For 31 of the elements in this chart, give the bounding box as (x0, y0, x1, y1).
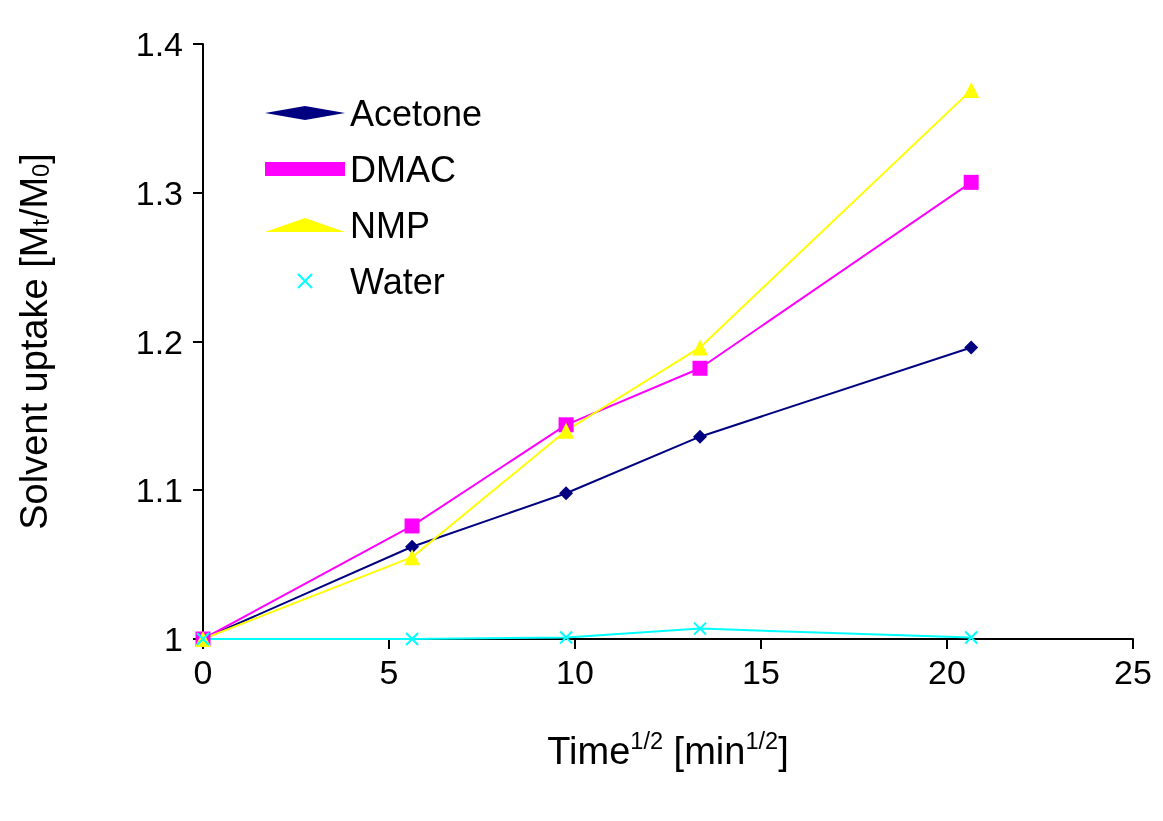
legend-label: NMP (350, 204, 430, 246)
legend-label: DMAC (350, 148, 456, 190)
point (559, 486, 574, 501)
x-tick-label: 0 (193, 653, 213, 691)
point (692, 621, 707, 636)
y-tick-label: 1.2 (135, 322, 183, 361)
point (404, 549, 421, 566)
y-axis-title: Solvent uptake [Mt/M0] (13, 153, 55, 530)
point (559, 630, 574, 645)
point (692, 360, 708, 376)
point (404, 518, 420, 534)
point (964, 630, 979, 645)
x-tick-label: 5 (379, 653, 399, 691)
y-tick-label: 1 (164, 620, 183, 658)
x-tick-label: 20 (928, 653, 966, 691)
point (405, 632, 420, 646)
x-tick-label: 10 (556, 653, 594, 691)
x-tick-label: 25 (1114, 653, 1152, 691)
y-tick-label: 1.1 (135, 471, 183, 510)
point (963, 174, 979, 190)
point (964, 340, 979, 355)
point (405, 539, 420, 554)
x-tick-label: 15 (742, 653, 780, 691)
y-tick-label: 1.4 (135, 25, 183, 63)
legend-label: Acetone (350, 92, 483, 134)
point (691, 339, 708, 356)
point (558, 422, 575, 439)
y-tick-label: 1.3 (135, 173, 183, 212)
point (963, 82, 980, 99)
point (692, 429, 707, 444)
legend-label: Water (350, 260, 445, 302)
